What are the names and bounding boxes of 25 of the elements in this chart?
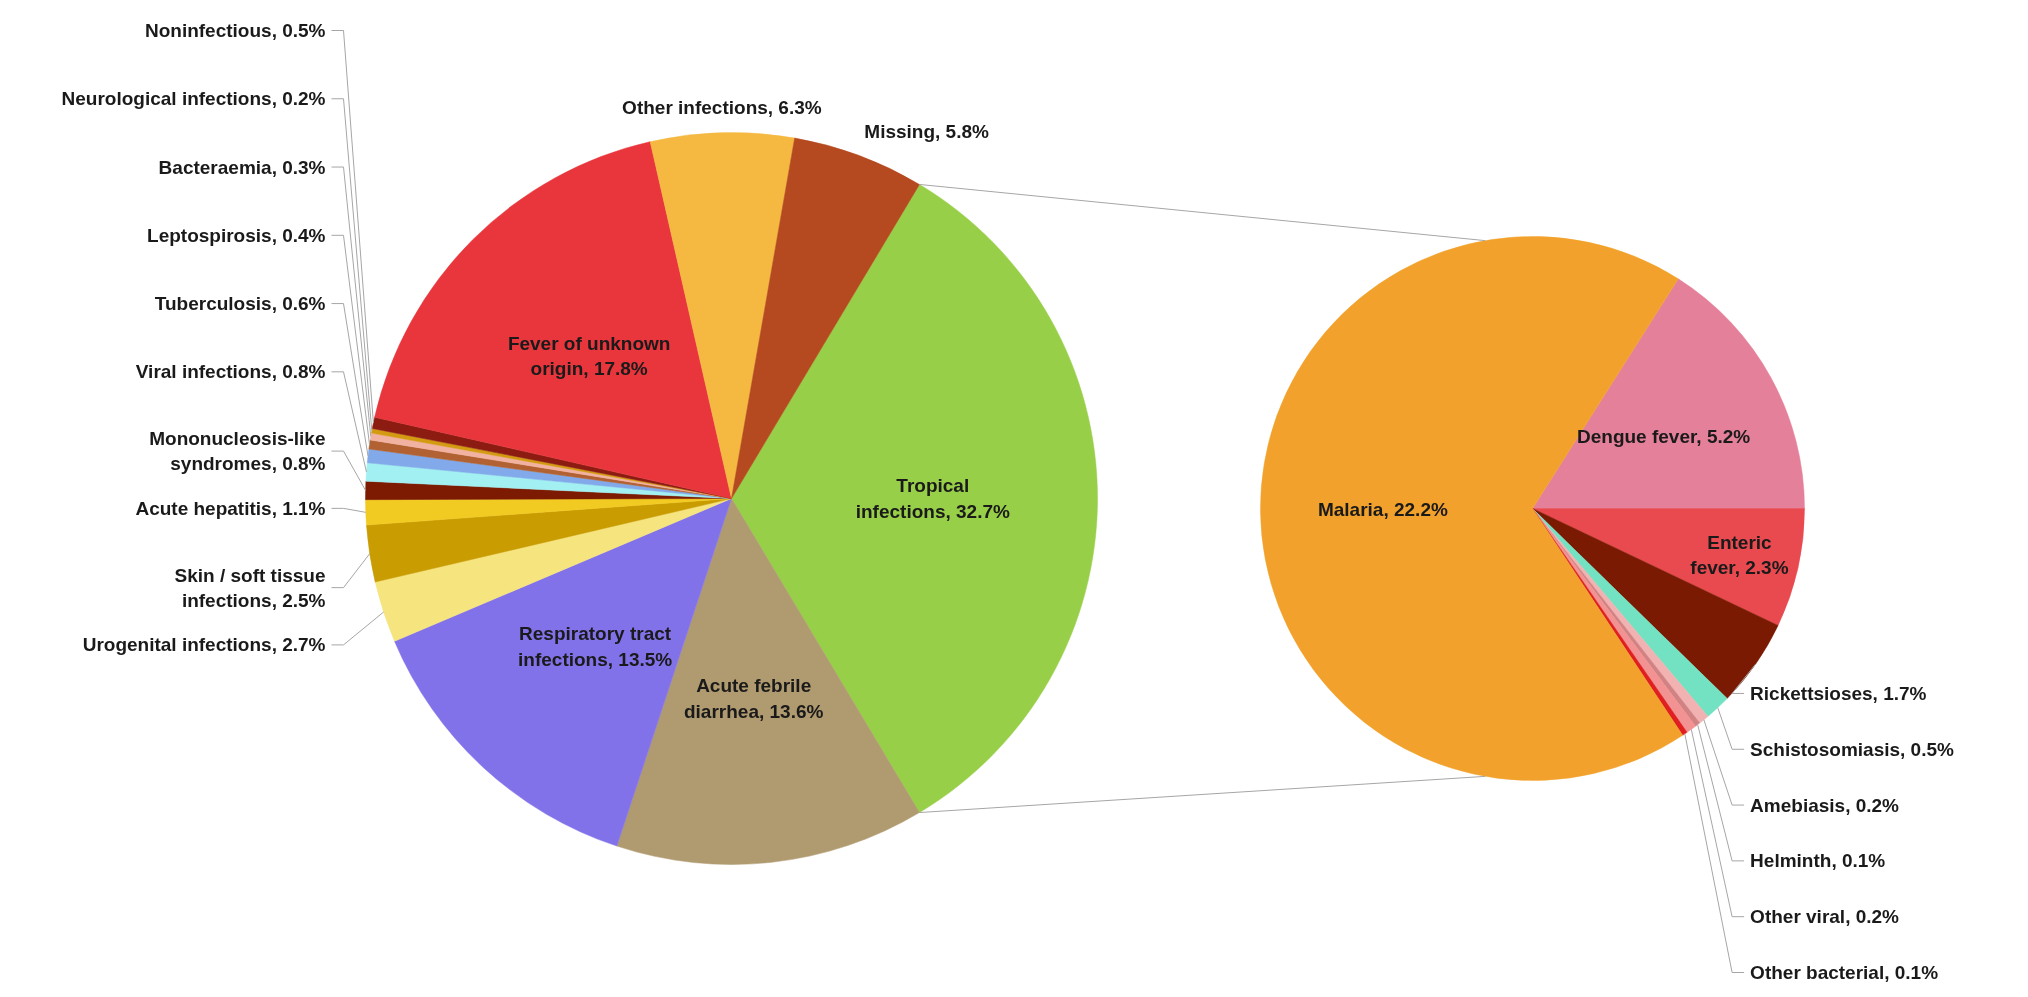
slice-label: Enteric fever, 2.3% <box>1690 532 1789 579</box>
slice-label: Acute hepatitis, 1.1% <box>135 497 326 519</box>
slice-label: Amebiasis, 0.2% <box>1750 794 1900 816</box>
slice-label: Dengue fever, 5.2% <box>1577 425 1751 447</box>
slice-label: Leptospirosis, 0.4% <box>147 224 326 246</box>
slice-label: Skin / soft tissue infections, 2.5% <box>174 564 326 611</box>
slice-label: Acute febrile diarrhea, 13.6% <box>683 675 824 722</box>
slice-label: Urogenital infections, 2.7% <box>82 634 326 656</box>
slice-label: Viral infections, 0.8% <box>135 361 326 383</box>
slice-label: Other viral, 0.2% <box>1750 906 1900 928</box>
slice-label: Tuberculosis, 0.6% <box>154 293 326 315</box>
slice-label: Missing, 5.8% <box>864 120 990 142</box>
slice-label: Other infections, 6.3% <box>622 96 822 118</box>
slice-label: Noninfectious, 0.5% <box>144 20 326 41</box>
slice-label: Tropical infections, 32.7% <box>855 475 1010 522</box>
slice-label: Rickettsioses, 1.7% <box>1750 682 1927 704</box>
slice-label: Neurological infections, 0.2% <box>61 88 326 110</box>
slice-label: Other bacterial, 0.1% <box>1750 962 1939 983</box>
slice-label: Malaria, 22.2% <box>1317 499 1448 521</box>
slice-label: Helminth, 0.1% <box>1750 850 1886 872</box>
slice-label: Schistosomiasis, 0.5% <box>1750 738 1955 760</box>
slice-label: Bacteraemia, 0.3% <box>158 156 326 178</box>
slice-label: Mononucleosis-like syndromes, 0.8% <box>149 428 326 475</box>
slice-label: Respiratory tract infections, 13.5% <box>518 623 673 670</box>
slice-label: Fever of unknown origin, 17.8% <box>507 333 671 380</box>
